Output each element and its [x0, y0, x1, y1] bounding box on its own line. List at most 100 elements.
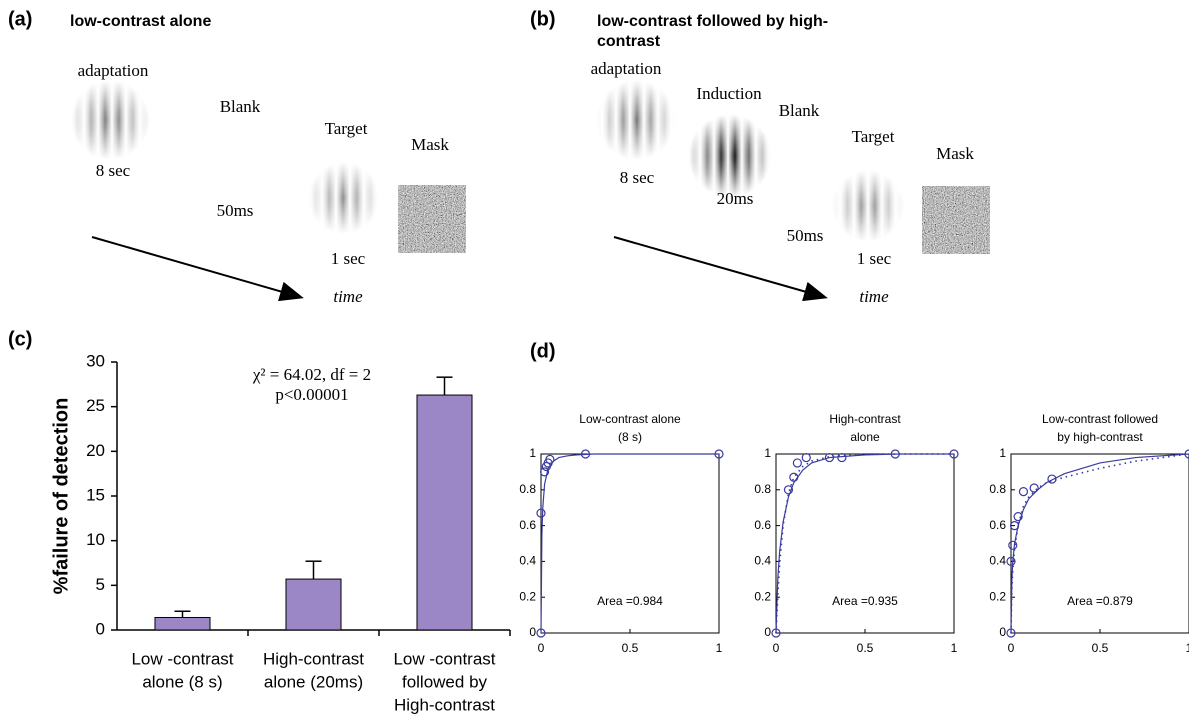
chart-title: High-contrast [829, 412, 901, 426]
x-tick-label: followed by [402, 672, 488, 691]
dotted-curve [1010, 453, 1189, 634]
y-tick-label: 15 [86, 485, 105, 504]
step-label: Target [325, 119, 368, 138]
x-tick-label: Low -contrast [131, 649, 233, 668]
step-time: 50ms [787, 226, 824, 245]
step-time: 1 sec [331, 249, 366, 268]
y-tick-label: 0.4 [754, 554, 771, 568]
time-label: time [333, 287, 363, 306]
noise-mask [922, 186, 990, 254]
data-point [536, 508, 546, 518]
panel-title: low-contrast alone [70, 13, 211, 30]
x-tick-label: 1 [716, 641, 723, 655]
y-tick-label: 0 [999, 625, 1006, 639]
gabor [688, 114, 772, 198]
y-axis-label: %failure of detection [50, 398, 72, 595]
step-label: adaptation [591, 59, 662, 78]
gabor [832, 170, 904, 242]
annotation: p<0.00001 [275, 385, 348, 404]
y-tick-label: 0.2 [989, 589, 1006, 603]
time-arrow [91, 236, 304, 302]
time-arrow [613, 236, 828, 302]
data-point [1029, 483, 1039, 493]
y-tick-label: 0.8 [754, 482, 771, 496]
bar [285, 578, 342, 631]
y-tick-label: 0 [96, 619, 105, 638]
step-label: Target [852, 127, 895, 146]
y-tick-label: 0.6 [989, 518, 1006, 532]
x-tick-label: High-contrast [394, 695, 495, 714]
x-tick-label: Low -contrast [393, 649, 495, 668]
x-tick-label: 0 [1008, 641, 1015, 655]
data-point [789, 472, 799, 482]
data-point [1013, 512, 1023, 522]
x-tick-label: alone (8 s) [142, 672, 222, 691]
data-point [783, 485, 794, 495]
x-tick-label: 0 [538, 641, 545, 655]
fit-curve [540, 453, 719, 634]
y-tick-label: 20 [86, 441, 105, 460]
step-time: 8 sec [96, 161, 131, 180]
noise-mask [398, 185, 466, 253]
y-tick-label: 0.6 [754, 518, 771, 532]
step-time: 20ms [717, 189, 754, 208]
y-tick-label: 0.2 [519, 589, 536, 603]
data-point [1018, 486, 1029, 497]
y-tick-label: 0.2 [754, 589, 771, 603]
chart-title: Low-contrast followed [1042, 412, 1158, 426]
y-tick-label: 30 [86, 351, 105, 370]
y-tick-label: 0.8 [519, 482, 536, 496]
data-point [545, 454, 555, 464]
y-tick-label: 0.6 [519, 518, 536, 532]
step-label: Induction [696, 84, 762, 103]
bar [416, 394, 473, 631]
gabor [308, 162, 380, 234]
step-label: Mask [411, 135, 449, 154]
data-point [1006, 556, 1016, 567]
x-tick-label: 1 [1186, 641, 1189, 655]
gabor [596, 80, 676, 160]
x-tick-label: 0 [773, 641, 780, 655]
x-tick-label: High-contrast [263, 649, 364, 668]
y-tick-label: 25 [86, 396, 105, 415]
time-label: time [859, 287, 889, 306]
y-tick-label: 0.4 [989, 554, 1006, 568]
chart-title: Low-contrast alone [579, 412, 681, 426]
y-tick-label: 10 [86, 530, 105, 549]
y-tick-label: 1 [764, 446, 771, 460]
bar [154, 616, 211, 631]
data-point [792, 458, 802, 468]
x-tick-label: 0.5 [1092, 641, 1109, 655]
x-tick-label: alone (20ms) [264, 672, 363, 691]
y-tick-label: 1 [529, 446, 536, 460]
panel-title: contrast [597, 33, 661, 50]
step-label: Mask [936, 144, 974, 163]
data-point [539, 467, 550, 477]
y-tick-label: 0.8 [989, 482, 1006, 496]
data-point [837, 452, 847, 463]
step-label: adaptation [78, 61, 149, 80]
panel-label: (d) [530, 340, 556, 362]
panel-label: (a) [8, 8, 32, 30]
y-tick-label: 0 [529, 625, 536, 639]
data-point [1008, 540, 1018, 550]
annotation: Area =0.879 [1067, 594, 1133, 608]
panel-label: (c) [8, 328, 32, 350]
y-tick-label: 0 [764, 625, 771, 639]
x-tick-label: 0.5 [622, 641, 639, 655]
step-time: 8 sec [620, 168, 655, 187]
x-tick-label: 1 [951, 641, 958, 655]
step-label: Blank [220, 97, 261, 116]
panel-title: low-contrast followed by high- [597, 13, 828, 30]
y-tick-label: 0.4 [519, 554, 536, 568]
gabor [70, 80, 150, 160]
step-label: Blank [779, 101, 820, 120]
annotation: Area =0.935 [832, 594, 898, 608]
annotation: Area =0.984 [597, 594, 663, 608]
panel-label: (b) [530, 8, 556, 30]
x-tick-label: 0.5 [857, 641, 874, 655]
chart-title: by high-contrast [1057, 430, 1143, 444]
chart-title: (8 s) [618, 430, 642, 444]
